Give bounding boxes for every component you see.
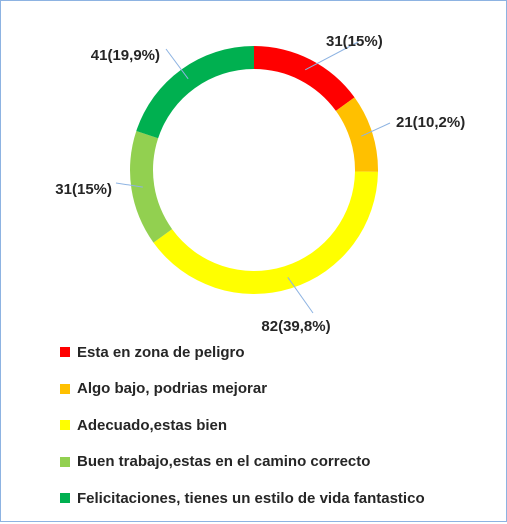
donut-slices <box>129 45 378 294</box>
legend-item-felicitaciones: Felicitaciones, tienes un estilo de vida… <box>60 487 425 509</box>
legend-label-buen-trabajo: Buen trabajo,estas en el camino correcto <box>77 453 371 470</box>
leader-line-zona-de-peligro <box>304 41 359 71</box>
legend-swatch-algo-bajo <box>60 383 70 394</box>
legend-swatch-adecuado <box>60 420 70 430</box>
leader-lines <box>115 41 391 314</box>
donut-chart: 31(15%) 21(10,2%) 82(39,8%) 31(15%) 41(19,9%… <box>55 33 465 335</box>
data-label-adecuado: 82(39,8%) <box>261 318 330 335</box>
data-label-algo-bajo: 21(10,2%) <box>396 114 465 131</box>
donut-slice-algo-bajo <box>335 97 378 172</box>
legend-item-algo-bajo: Algo bajo, podrias mejorar <box>60 378 425 400</box>
legend-label-algo-bajo: Algo bajo, podrias mejorar <box>77 380 268 397</box>
data-labels: 31(15%) 21(10,2%) 82(39,8%) 31(15%) 41(19,9%… <box>55 33 465 335</box>
legend-item-zona-de-peligro: Esta en zona de peligro <box>60 341 425 363</box>
legend-swatch-felicitaciones <box>60 493 70 503</box>
leader-line-felicitaciones <box>165 48 189 80</box>
data-label-buen-trabajo: 31(15%) <box>55 181 112 198</box>
legend-label-felicitaciones: Felicitaciones, tienes un estilo de vida… <box>77 489 425 507</box>
legend-item-adecuado: Adecuado,estas bien <box>60 414 425 436</box>
leader-line-adecuado <box>287 277 314 314</box>
donut-slice-zona-de-peligro <box>254 45 355 111</box>
leader-line-buen-trabajo <box>115 182 143 188</box>
legend-label-adecuado: Adecuado,estas bien <box>77 416 228 434</box>
donut-slice-adecuado <box>153 171 378 294</box>
donut-slice-buen-trabajo <box>129 130 173 243</box>
legend-item-buen-trabajo: Buen trabajo,estas en el camino correcto <box>60 451 425 473</box>
legend-swatch-buen-trabajo <box>60 456 70 467</box>
data-label-felicitaciones: 41(19,9%) <box>91 47 160 64</box>
data-label-zona-de-peligro: 31(15%) <box>326 33 383 50</box>
legend-label-zona-de-peligro: Esta en zona de peligro <box>77 343 245 361</box>
legend-swatch-zona-de-peligro <box>60 347 70 357</box>
donut-slice-felicitaciones <box>136 46 254 139</box>
leader-line-algo-bajo <box>361 122 391 137</box>
legend: Esta en zona de peligro Algo bajo, podria… <box>60 341 425 524</box>
